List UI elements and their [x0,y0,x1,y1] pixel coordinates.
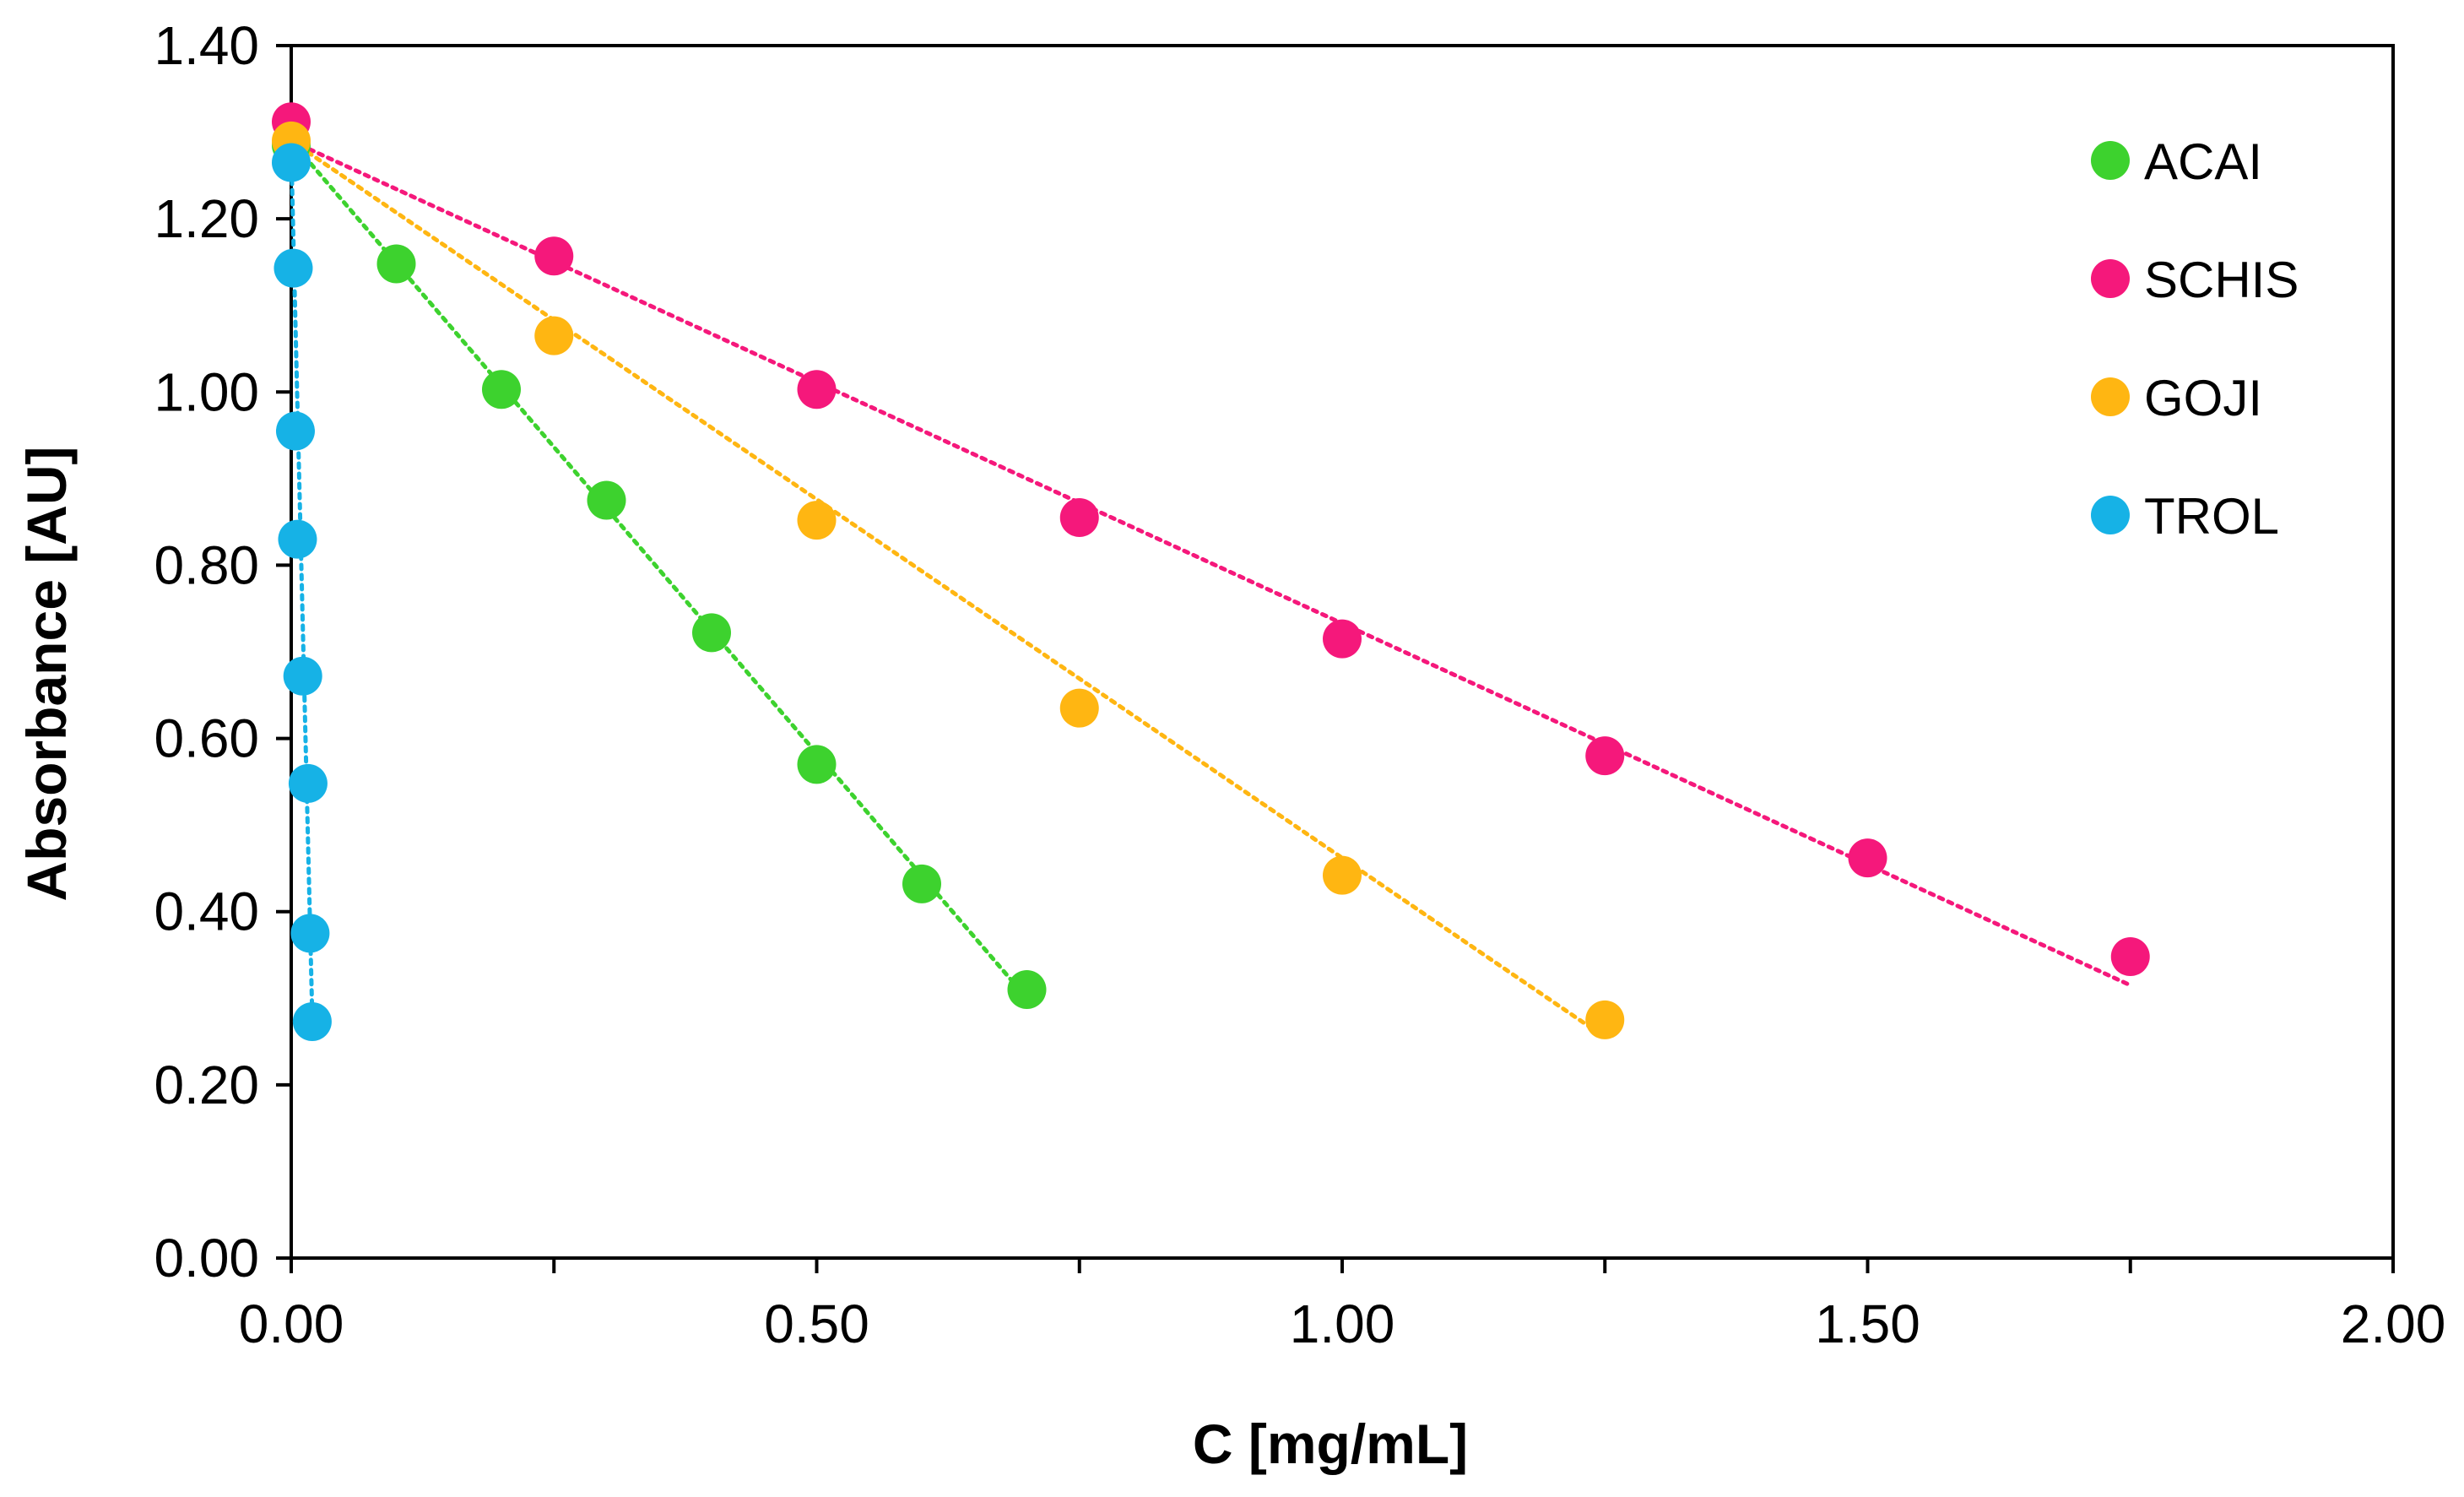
y-tick-label: 0.20 [154,1055,259,1115]
trol-data-point [290,914,330,953]
schis-data-point [797,370,837,410]
y-tick-label: 1.40 [154,15,259,76]
legend-label-schis: SCHIS [2144,252,2299,308]
legend-marker-goji [2091,377,2130,416]
legend-marker-acai [2091,141,2130,180]
legend: ACAI SCHIS GOJI TROL [2091,133,2299,545]
trol-data-point [272,143,311,182]
schis-data-point [1848,838,1887,878]
trol-data-point [288,763,328,803]
acai-trendline [289,138,1029,1001]
goji-data-point [534,316,574,355]
y-tick-label: 0.40 [154,881,259,942]
y-tick-label: 0.80 [154,534,259,595]
schis-data-point [2110,937,2150,977]
trol-data-point [273,248,313,288]
trol-data-point [292,1001,332,1041]
legend-label-goji: GOJI [2144,370,2262,426]
goji-data-point [1323,855,1362,895]
acai-data-point [1007,970,1047,1010]
trol-data-point [275,411,315,451]
goji-data-point [1059,688,1099,728]
goji-data-point [1585,1000,1625,1039]
schis-trendline [289,138,2133,988]
acai-data-point [692,613,731,653]
x-tick-label: 2.00 [2341,1294,2446,1354]
acai-data-point [587,480,626,520]
trol-data-point [278,519,317,559]
y-tick-label: 1.00 [154,361,259,422]
y-tick-label: 0.00 [154,1228,259,1288]
x-tick-label: 1.50 [1815,1294,1920,1354]
goji-data-point [797,501,837,540]
legend-marker-schis [2091,259,2130,298]
x-tick-label: 0.00 [239,1294,344,1354]
data-points [272,102,2150,1041]
x-tick-label: 0.50 [764,1294,869,1354]
y-tick-label: 1.20 [154,188,259,249]
x-tick-label: 1.00 [1290,1294,1395,1354]
acai-data-point [797,745,837,784]
legend-label-trol: TROL [2144,488,2279,545]
x-axis-title: C [mg/mL] [1193,1413,1468,1475]
trol-trendline [289,147,315,1018]
acai-data-point [482,370,521,410]
axis-ticks: 0.00 0.20 0.40 0.60 0.80 1.00 1.20 1.40 0.00 0.50… [154,15,2445,1354]
y-tick-label: 0.60 [154,708,259,769]
schis-data-point [1585,736,1625,776]
legend-label-acai: ACAI [2144,133,2262,190]
legend-marker-trol [2091,496,2130,534]
acai-data-point [376,244,416,284]
trendlines [289,138,2133,1039]
acai-data-point [902,864,941,903]
trol-data-point [283,656,322,696]
y-axis-title: Absorbance [AU] [15,446,78,901]
schis-data-point [1323,619,1362,659]
goji-trendline [289,138,1607,1039]
schis-data-point [1059,498,1099,538]
schis-data-point [534,236,574,276]
